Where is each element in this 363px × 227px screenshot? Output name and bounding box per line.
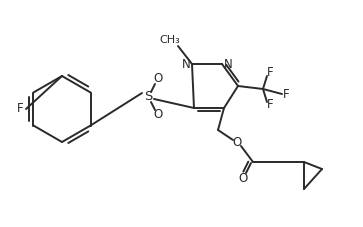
Text: F: F xyxy=(267,67,273,79)
Text: O: O xyxy=(232,136,242,148)
Text: N: N xyxy=(182,57,190,71)
Text: F: F xyxy=(17,103,24,116)
Text: F: F xyxy=(283,87,289,101)
Text: F: F xyxy=(267,99,273,111)
Text: O: O xyxy=(238,172,248,185)
Text: S: S xyxy=(144,91,152,104)
Text: N: N xyxy=(224,57,232,71)
Text: O: O xyxy=(154,72,163,86)
Text: CH₃: CH₃ xyxy=(160,35,180,45)
Text: O: O xyxy=(154,109,163,121)
